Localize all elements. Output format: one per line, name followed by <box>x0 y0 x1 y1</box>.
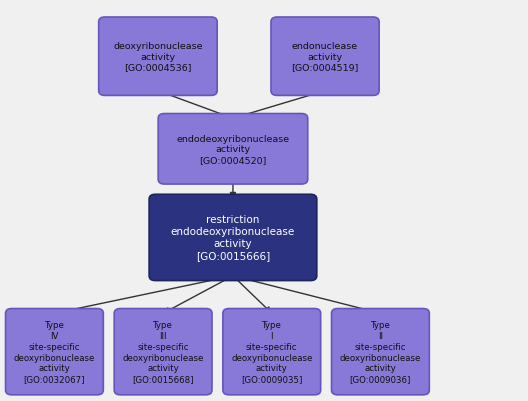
Text: endodeoxyribonuclease
activity
[GO:0004520]: endodeoxyribonuclease activity [GO:00045… <box>176 134 289 165</box>
Text: endonuclease
activity
[GO:0004519]: endonuclease activity [GO:0004519] <box>291 42 359 72</box>
Text: Type
I
site-specific
deoxyribonuclease
activity
[GO:0009035]: Type I site-specific deoxyribonuclease a… <box>231 320 313 383</box>
FancyBboxPatch shape <box>223 309 320 395</box>
Text: Type
IV
site-specific
deoxyribonuclease
activity
[GO:0032067]: Type IV site-specific deoxyribonuclease … <box>14 320 95 383</box>
FancyBboxPatch shape <box>332 309 429 395</box>
FancyBboxPatch shape <box>158 114 308 184</box>
FancyBboxPatch shape <box>149 195 317 281</box>
Text: deoxyribonuclease
activity
[GO:0004536]: deoxyribonuclease activity [GO:0004536] <box>113 42 203 72</box>
Text: Type
III
site-specific
deoxyribonuclease
activity
[GO:0015668]: Type III site-specific deoxyribonuclease… <box>122 320 204 383</box>
FancyBboxPatch shape <box>114 309 212 395</box>
Text: restriction
endodeoxyribonuclease
activity
[GO:0015666]: restriction endodeoxyribonuclease activi… <box>171 215 295 261</box>
Text: Type
II
site-specific
deoxyribonuclease
activity
[GO:0009036]: Type II site-specific deoxyribonuclease … <box>340 320 421 383</box>
FancyBboxPatch shape <box>5 309 103 395</box>
FancyBboxPatch shape <box>99 18 217 96</box>
FancyBboxPatch shape <box>271 18 379 96</box>
